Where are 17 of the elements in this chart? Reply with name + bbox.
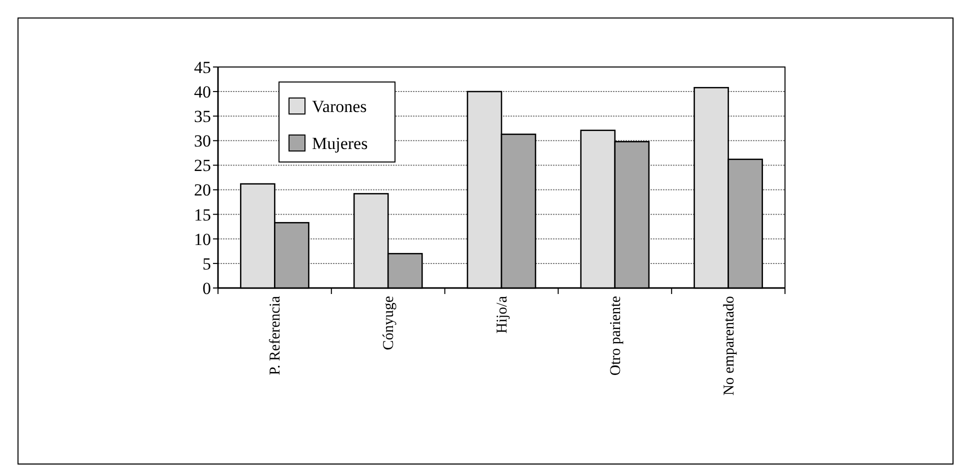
legend-label: Mujeres bbox=[312, 134, 368, 153]
y-tick-label: 5 bbox=[202, 254, 211, 274]
y-tick-label: 25 bbox=[194, 156, 211, 176]
x-tick-label: P. Referencia bbox=[268, 296, 284, 376]
y-tick-label: 0 bbox=[202, 278, 211, 298]
y-tick-label: 35 bbox=[194, 107, 211, 126]
y-tick-label: 20 bbox=[194, 180, 211, 200]
y-tick-label: 10 bbox=[194, 230, 211, 249]
x-tick-label: No emparentado bbox=[721, 296, 738, 396]
x-tick-label: Cónyuge bbox=[381, 296, 398, 350]
legend-label: Varones bbox=[312, 96, 367, 116]
y-tick-label: 15 bbox=[194, 205, 211, 224]
y-tick-label: 30 bbox=[194, 132, 211, 151]
y-tick-label: 45 bbox=[194, 58, 211, 77]
x-tick-label: Hijo/a bbox=[494, 296, 510, 334]
y-tick-label: 40 bbox=[194, 82, 211, 102]
x-tick-label: Otro pariente bbox=[608, 296, 624, 376]
